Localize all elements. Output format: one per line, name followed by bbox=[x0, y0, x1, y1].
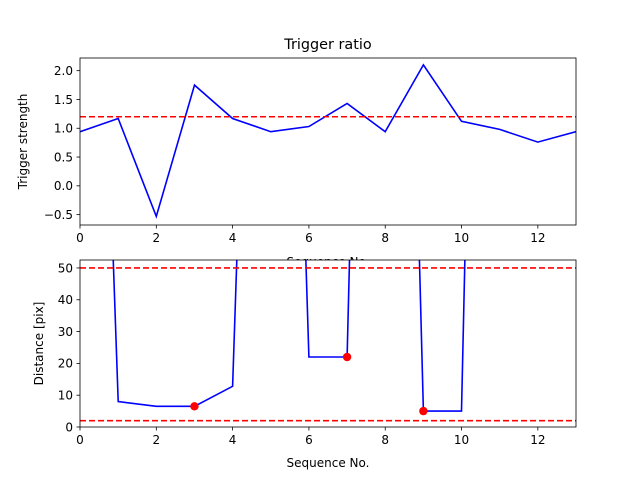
series-line bbox=[112, 260, 238, 408]
y-tick-label: 1.5 bbox=[54, 93, 73, 107]
y-tick-label: 20 bbox=[58, 357, 73, 371]
y-axis-title: Trigger strength bbox=[16, 94, 30, 191]
y-tick-label: 0 bbox=[65, 420, 73, 434]
x-tick-label: 8 bbox=[381, 231, 389, 245]
series-line bbox=[418, 260, 466, 412]
x-tick-label: 4 bbox=[229, 231, 237, 245]
distance-panel: 0 2 4 6 8 10 12 0 10 20 30 40 50 Sequence No. Distan… bbox=[32, 259, 577, 470]
plot-area bbox=[80, 260, 576, 427]
x-tick-label: 12 bbox=[530, 231, 545, 245]
y-tick-label: 40 bbox=[58, 293, 73, 307]
x-tick-label: 12 bbox=[530, 433, 545, 447]
y-tick-label: 0.5 bbox=[54, 150, 73, 164]
x-tick-label: 2 bbox=[152, 433, 160, 447]
x-tick-label: 6 bbox=[305, 433, 313, 447]
x-tick-label: 2 bbox=[152, 231, 160, 245]
x-tick-label: 10 bbox=[454, 231, 469, 245]
x-tick-label: 8 bbox=[381, 433, 389, 447]
data-point bbox=[342, 352, 352, 362]
x-axis-title: Sequence No. bbox=[287, 456, 370, 470]
y-axis-title: Distance [pix] bbox=[32, 302, 46, 386]
y-tick-label: −0.5 bbox=[44, 208, 73, 222]
chart-title: Trigger ratio bbox=[283, 37, 372, 53]
y-tick-label: 30 bbox=[58, 325, 73, 339]
data-point bbox=[190, 402, 199, 411]
x-tick-label: 4 bbox=[229, 433, 237, 447]
y-tick-label: 0.0 bbox=[54, 179, 73, 193]
series-line bbox=[305, 260, 351, 358]
x-tick-label: 0 bbox=[76, 231, 84, 245]
series-line bbox=[80, 63, 576, 219]
x-tick-label: 10 bbox=[454, 433, 469, 447]
y-tick-label: 10 bbox=[58, 388, 73, 402]
y-tick-label: 50 bbox=[58, 261, 73, 275]
plot-frame bbox=[79, 57, 577, 226]
y-tick-label: 2.0 bbox=[54, 64, 73, 78]
data-point bbox=[419, 406, 428, 416]
x-tick-label: 6 bbox=[305, 231, 313, 245]
x-tick-label: 0 bbox=[76, 433, 84, 447]
plot-area bbox=[80, 58, 576, 225]
y-tick-label: 1.0 bbox=[54, 122, 73, 136]
plot-frame bbox=[79, 259, 577, 428]
